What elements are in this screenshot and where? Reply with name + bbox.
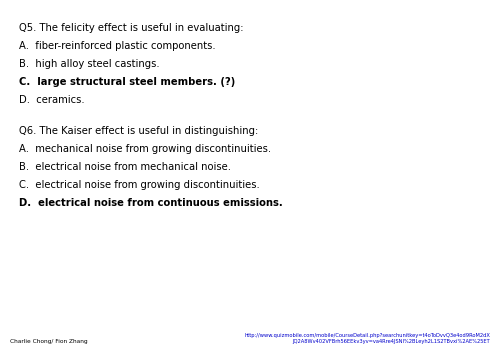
Text: A.  fiber-reinforced plastic components.: A. fiber-reinforced plastic components. bbox=[19, 41, 216, 51]
Text: Charlie Chong/ Fion Zhang: Charlie Chong/ Fion Zhang bbox=[10, 339, 88, 344]
Text: Q5. The felicity effect is useful in evaluating:: Q5. The felicity effect is useful in eva… bbox=[19, 23, 244, 33]
Text: D.  electrical noise from continuous emissions.: D. electrical noise from continuous emis… bbox=[19, 198, 283, 208]
Text: http://www.quizmobile.com/mobile/CourseDetail.php?searchunitkey=t4oToDvvQ3e4od9R: http://www.quizmobile.com/mobile/CourseD… bbox=[244, 333, 490, 344]
Text: Q6. The Kaiser effect is useful in distinguishing:: Q6. The Kaiser effect is useful in disti… bbox=[19, 126, 258, 136]
Text: B.  high alloy steel castings.: B. high alloy steel castings. bbox=[19, 59, 160, 69]
Text: A.  mechanical noise from growing discontinuities.: A. mechanical noise from growing discont… bbox=[19, 144, 271, 154]
Text: C.  large structural steel members. (?): C. large structural steel members. (?) bbox=[19, 77, 236, 87]
Text: D.  ceramics.: D. ceramics. bbox=[19, 95, 84, 105]
Text: C.  electrical noise from growing discontinuities.: C. electrical noise from growing discont… bbox=[19, 180, 260, 190]
Text: B.  electrical noise from mechanical noise.: B. electrical noise from mechanical nois… bbox=[19, 162, 231, 172]
